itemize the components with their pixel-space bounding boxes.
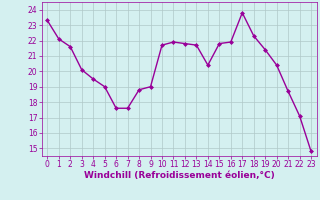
X-axis label: Windchill (Refroidissement éolien,°C): Windchill (Refroidissement éolien,°C) [84, 171, 275, 180]
